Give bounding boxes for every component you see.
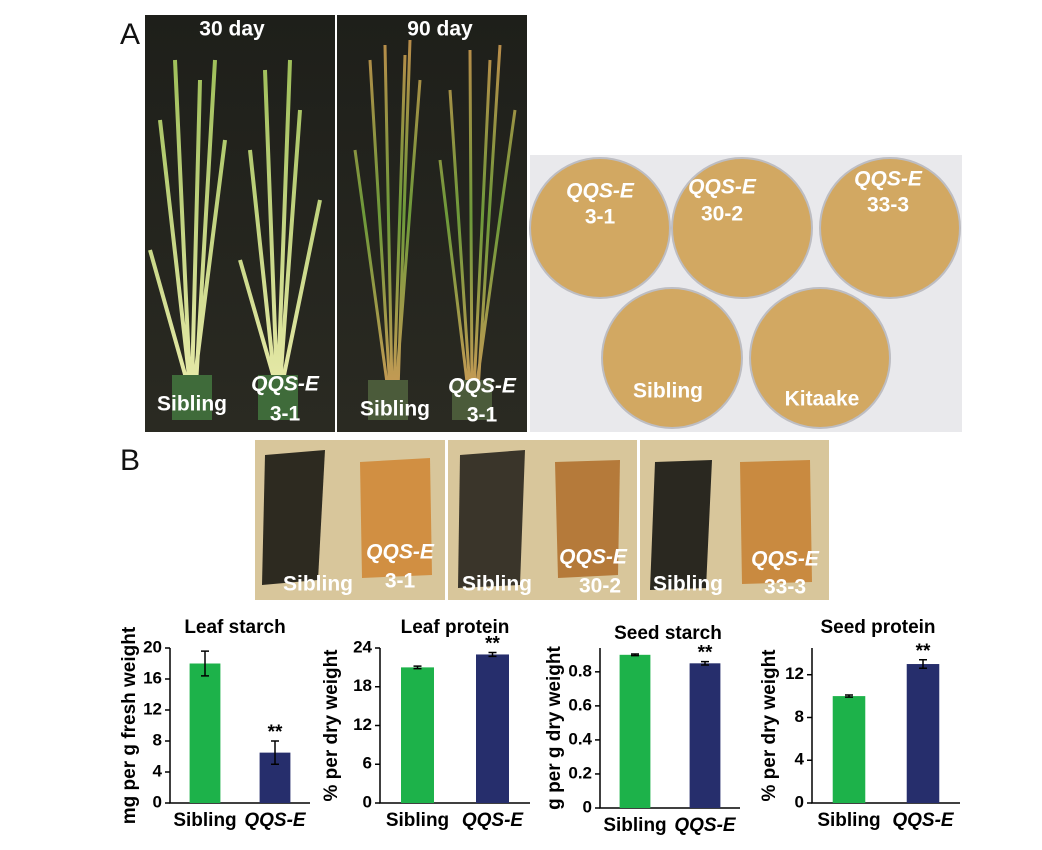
strip-label: Sibling bbox=[653, 573, 723, 596]
pot bbox=[258, 375, 298, 420]
error-bar bbox=[631, 653, 639, 657]
x-tick-label: Sibling bbox=[386, 810, 449, 831]
pot bbox=[452, 380, 492, 420]
bar bbox=[689, 663, 721, 808]
panel-letter: A bbox=[120, 18, 140, 51]
error-bar bbox=[488, 651, 497, 658]
seed-label: QQS-E bbox=[854, 168, 923, 191]
pot bbox=[368, 380, 408, 420]
photo-label: Sibling bbox=[157, 393, 227, 416]
strip-label: QQS-E bbox=[366, 541, 435, 564]
strip-label: Sibling bbox=[462, 573, 532, 596]
seed-label: Sibling bbox=[633, 380, 703, 403]
bar bbox=[832, 696, 866, 803]
y-axis-label: mg per g fresh weight bbox=[119, 626, 140, 824]
y-tick-label: 0.6 bbox=[568, 695, 592, 714]
y-tick-label: 0.4 bbox=[568, 729, 592, 748]
y-tick-label: 8 bbox=[153, 730, 162, 749]
seed-label: 30-2 bbox=[701, 203, 743, 226]
strip-label: QQS-E bbox=[751, 548, 820, 571]
significance: ** bbox=[268, 722, 283, 743]
y-tick-label: 4 bbox=[153, 761, 163, 780]
bar bbox=[189, 663, 221, 803]
y-tick-label: 0 bbox=[795, 792, 804, 811]
y-axis-label: g per g dry weight bbox=[544, 646, 565, 810]
y-tick-label: 12 bbox=[785, 664, 804, 683]
x-tick-label: Sibling bbox=[173, 810, 236, 831]
seed-label: 3-1 bbox=[585, 206, 616, 229]
plant bbox=[148, 59, 322, 386]
x-tick-label: QQS-E bbox=[244, 810, 307, 831]
dishes bbox=[529, 157, 961, 429]
error-bar bbox=[271, 740, 279, 765]
panel-letter: B bbox=[120, 444, 140, 477]
seed-label: Kitaake bbox=[785, 388, 860, 411]
y-tick-label: 0 bbox=[583, 797, 592, 816]
photo bbox=[337, 15, 527, 432]
pot bbox=[172, 375, 212, 420]
bar bbox=[906, 664, 940, 803]
chart-title: Leaf starch bbox=[184, 617, 285, 638]
x-tick-label: QQS-E bbox=[462, 810, 525, 831]
seed-label: QQS-E bbox=[688, 176, 757, 199]
seed-label: 33-3 bbox=[867, 194, 909, 217]
x-tick-label: QQS-E bbox=[892, 810, 955, 831]
x-tick-label: Sibling bbox=[817, 810, 880, 831]
photo-label: QQS-E bbox=[251, 373, 320, 396]
y-tick-label: 24 bbox=[353, 637, 372, 656]
x-tick-label: Sibling bbox=[603, 815, 666, 836]
significance: ** bbox=[698, 643, 713, 664]
significance: ** bbox=[485, 634, 500, 655]
error-bar bbox=[201, 650, 209, 677]
y-axis-label: % per dry weight bbox=[759, 649, 780, 802]
strip-label: 33-3 bbox=[764, 576, 806, 599]
bar bbox=[401, 667, 434, 803]
seed-label: QQS-E bbox=[566, 180, 635, 203]
strip-photos bbox=[255, 440, 829, 600]
error-bar bbox=[701, 660, 709, 666]
strip-label: 30-2 bbox=[579, 575, 621, 598]
strip-label: QQS-E bbox=[559, 546, 628, 569]
strip-label: 3-1 bbox=[385, 570, 416, 593]
photo-label: 3-1 bbox=[467, 404, 498, 427]
photo-label: 3-1 bbox=[270, 403, 301, 426]
photo-title: 30 day bbox=[199, 18, 265, 41]
y-tick-label: 0.8 bbox=[568, 661, 592, 680]
bar bbox=[476, 654, 509, 803]
y-tick-label: 18 bbox=[353, 676, 372, 695]
y-tick-label: 6 bbox=[363, 754, 372, 773]
y-tick-label: 0 bbox=[153, 792, 162, 811]
y-tick-label: 20 bbox=[143, 637, 162, 656]
error-bar bbox=[413, 665, 422, 670]
photo-title: 90 day bbox=[407, 18, 473, 41]
error-bar bbox=[845, 694, 853, 698]
chart-title: Seed starch bbox=[614, 623, 722, 644]
bar bbox=[619, 654, 651, 808]
strip-label: Sibling bbox=[283, 573, 353, 596]
y-tick-label: 4 bbox=[795, 750, 805, 769]
y-axis-label: % per dry weight bbox=[321, 649, 342, 802]
y-tick-label: 12 bbox=[143, 699, 162, 718]
error-bar bbox=[919, 659, 927, 670]
y-tick-label: 16 bbox=[143, 668, 162, 687]
x-tick-label: QQS-E bbox=[674, 815, 737, 836]
significance: ** bbox=[916, 641, 931, 662]
chart-title: Seed protein bbox=[820, 617, 935, 638]
y-tick-label: 0 bbox=[363, 792, 372, 811]
photo-label: QQS-E bbox=[448, 375, 517, 398]
y-tick-label: 8 bbox=[795, 707, 804, 726]
plant bbox=[353, 39, 517, 391]
chart-title: Leaf protein bbox=[401, 617, 510, 638]
y-tick-label: 12 bbox=[353, 715, 372, 734]
photo-label: Sibling bbox=[360, 398, 430, 421]
y-tick-label: 0.2 bbox=[568, 763, 592, 782]
